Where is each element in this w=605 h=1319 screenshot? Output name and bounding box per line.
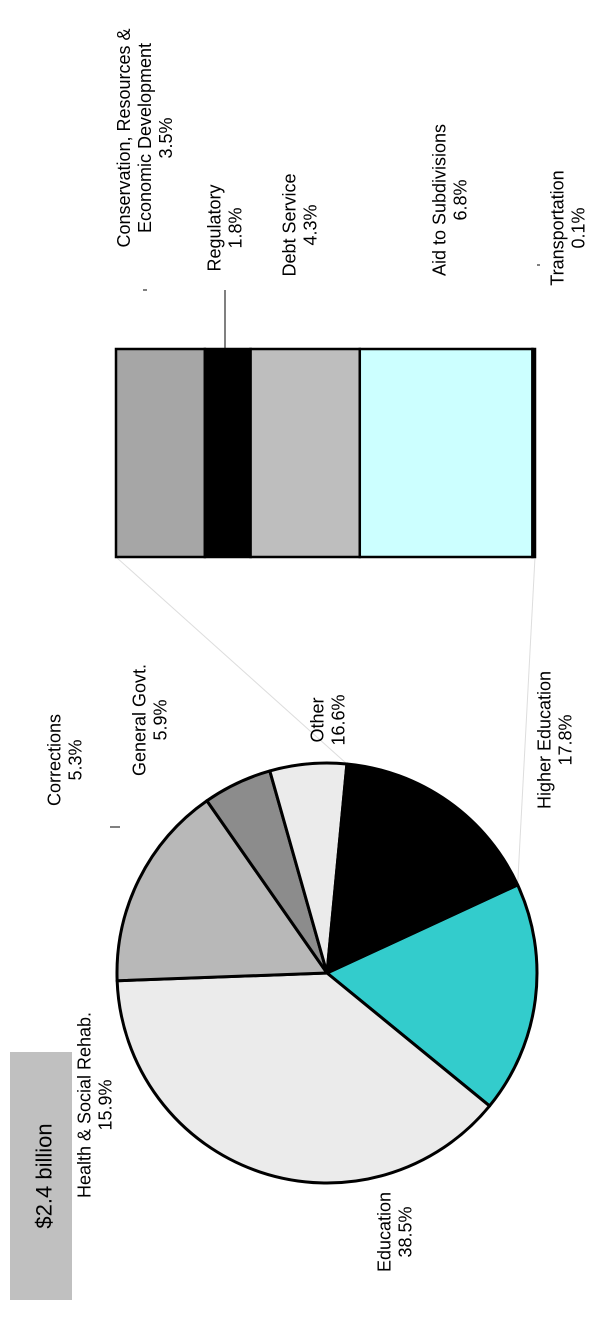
bar-label-conservation-resources-economic-development-line: Conservation, Resources & [114,28,134,247]
pie-slice-other [325,762,520,975]
pie-label-higher-education-line: Higher Education [535,671,555,809]
pie-label-other-line: 16.6% [329,694,349,745]
pie-label-education-line: 38.5% [396,1206,416,1257]
bar-label-debt-service-line: 4.3% [301,204,321,245]
pie-label-corrections-line: 5.3% [66,739,86,780]
pie-label-other: Other16.6% [308,694,349,745]
bar-segment-regulatory [203,347,252,559]
total-badge: $2.4 billion [10,1052,72,1300]
pie-slice-health-social-rehab [115,799,329,983]
pie-label-general-govt-line: 5.9% [151,699,171,740]
bar-label-regulatory: Regulatory1.8% [205,184,246,271]
bar-label-transportation-line: 0.1% [569,207,589,248]
bar-label-aid-to-subdivisions: Aid to Subdivisions6.8% [430,124,471,276]
bar-segment-aid-to-subdivisions [358,347,534,559]
pie-label-corrections: Corrections5.3% [45,714,86,806]
stacked-bar [114,347,537,559]
bar-label-debt-service: Debt Service4.3% [280,173,321,276]
bar-label-aid-to-subdivisions-line: Aid to Subdivisions [430,124,450,276]
total-badge-box [10,1052,72,1300]
bar-label-aid-to-subdivisions-line: 6.8% [451,179,471,220]
pie-label-health-social-rehab-line: 15.9% [96,1079,116,1130]
pie-chart [115,761,539,1185]
pie-slice-education [115,971,492,1185]
bar-label-conservation-resources-economic-development-line: Economic Development [135,43,155,233]
pie-label-education-line: Education [375,1192,395,1272]
bar-segment-conservation-resources-economic-development [114,347,207,559]
pie-label-other-line: Other [308,697,328,742]
pie-label-general-govt: General Govt.5.9% [130,664,171,776]
pie-label-health-social-rehab-line: Health & Social Rehab. [75,1012,95,1198]
pie-slice-higher-education [325,883,539,1108]
pie-label-higher-education: Higher Education17.8% [535,671,576,809]
bar-label-debt-service-line: Debt Service [280,173,300,276]
pie-label-general-govt-line: General Govt. [130,664,150,776]
total-label: $2.4 billion [32,1123,57,1228]
pie-label-health-social-rehab: Health & Social Rehab.15.9% [75,1012,116,1198]
connector-lines [115,556,536,885]
pie-label-corrections-line: Corrections [45,714,65,806]
bar-label-regulatory-line: 1.8% [226,207,246,248]
bar-segment-transportation [531,347,537,559]
pie-label-education: Education38.5% [375,1192,416,1272]
bar-label-transportation-line: Transportation [548,170,568,285]
bar-label-regulatory-line: Regulatory [205,184,225,271]
connector-line-end [517,556,536,885]
pie-labels: Higher Education17.8% Education38.5% Healt… [45,664,576,1272]
bar-label-transportation: Transportation0.1% [548,170,589,285]
bar-labels: Conservation, Resources &Economic Develo… [114,28,589,349]
bar-label-conservation-resources-economic-development: Conservation, Resources &Economic Develo… [114,28,176,247]
bar-label-conservation-resources-economic-development-line: 3.5% [156,117,176,158]
pie-label-higher-education-line: 17.8% [556,714,576,765]
connector-line-start [115,556,348,765]
bar-segment-debt-service [249,347,362,559]
